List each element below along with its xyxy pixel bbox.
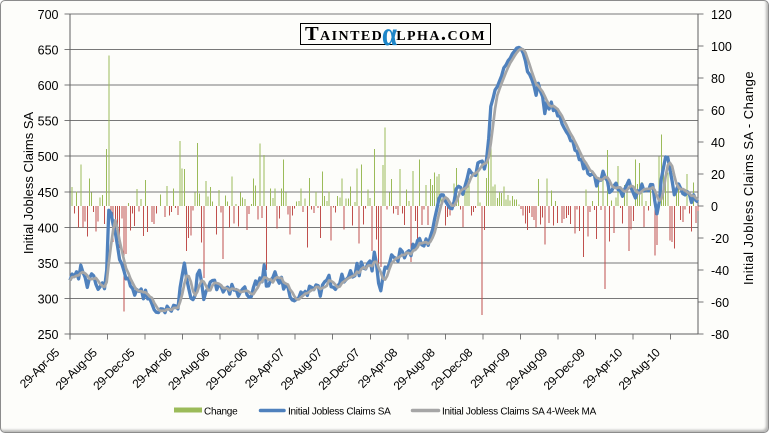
svg-text:20: 20	[711, 168, 725, 182]
svg-text:700: 700	[38, 8, 59, 22]
svg-text:550: 550	[38, 115, 59, 129]
svg-text:350: 350	[38, 257, 59, 271]
svg-text:29-Dec-08: 29-Dec-08	[428, 345, 475, 392]
svg-text:120: 120	[711, 8, 732, 22]
svg-text:80: 80	[711, 72, 725, 86]
svg-text:29-Dec-06: 29-Dec-06	[203, 345, 250, 392]
svg-text:500: 500	[38, 150, 59, 164]
svg-text:-20: -20	[711, 232, 729, 246]
svg-text:Initial Jobless Claims SA: Initial Jobless Claims SA	[21, 112, 36, 255]
svg-text:Initial Jobless Claims SA - Ch: Initial Jobless Claims SA - Change	[741, 71, 756, 285]
svg-text:600: 600	[38, 79, 59, 93]
svg-text:40: 40	[711, 136, 725, 150]
svg-text:-60: -60	[711, 296, 729, 310]
svg-text:-80: -80	[711, 328, 729, 342]
svg-text:29-Dec-07: 29-Dec-07	[315, 345, 362, 392]
svg-text:29-Aug-10: 29-Aug-10	[616, 345, 663, 392]
svg-text:300: 300	[38, 292, 59, 306]
svg-text:Change: Change	[204, 407, 238, 418]
svg-text:250: 250	[38, 328, 59, 342]
svg-text:Initial Jobless Claims SA 4-We: Initial Jobless Claims SA 4-Week MA	[442, 407, 597, 418]
svg-text:0: 0	[711, 200, 718, 214]
svg-text:60: 60	[711, 104, 725, 118]
svg-text:-40: -40	[711, 264, 729, 278]
svg-text:29-Dec-05: 29-Dec-05	[90, 345, 137, 392]
svg-text:29-Dec-09: 29-Dec-09	[541, 345, 588, 392]
svg-text:450: 450	[38, 186, 59, 200]
svg-text:400: 400	[38, 221, 59, 235]
svg-text:650: 650	[38, 44, 59, 58]
svg-text:100: 100	[711, 40, 732, 54]
svg-text:Initial Jobless Claims SA: Initial Jobless Claims SA	[288, 407, 391, 418]
